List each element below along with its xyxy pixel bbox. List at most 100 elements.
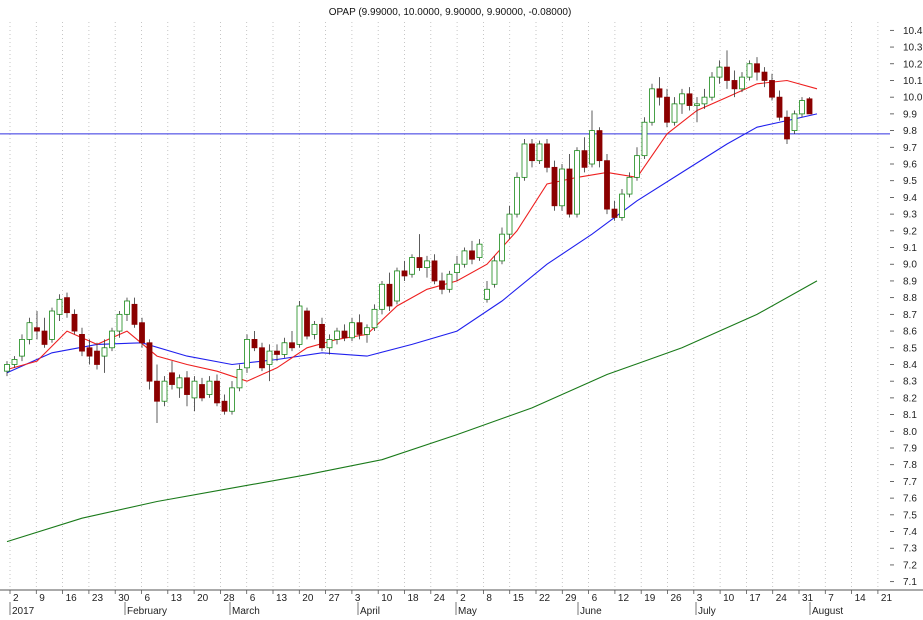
candle-body [274,350,280,355]
x-tick-label: 28 [223,593,235,604]
candle-body [596,130,603,162]
x-month-label: July [698,606,716,617]
x-tick-label: 27 [329,593,341,604]
y-tick-label: 9.3 [903,210,917,221]
candle-body [281,342,288,355]
candle-body [191,380,198,399]
candle [664,88,670,128]
candle-body [424,260,430,268]
candle-body [79,333,85,352]
candle [311,321,318,340]
candle [506,205,513,240]
candle [199,377,205,402]
x-tick-label: 20 [197,593,209,604]
candle-body [401,270,408,277]
candle-body [146,342,153,382]
candle-body [184,377,190,395]
candle-body [649,88,655,123]
candle-body [236,369,243,389]
x-tick-label: 22 [539,593,551,604]
candle [214,374,220,407]
candle [86,339,93,365]
candle-body [154,380,160,402]
candle-body [701,96,708,105]
candle-body [761,71,768,81]
candle-body [559,168,565,207]
candle [709,72,715,101]
candle [64,292,70,318]
candle [431,254,438,285]
candle-body [544,143,550,168]
x-tick-label: 13 [276,593,288,604]
candle-body [176,377,183,389]
candle-body [86,347,93,357]
candle [394,267,400,305]
candle [776,90,783,121]
candle [791,110,798,134]
x-tick-label: 23 [92,593,104,604]
y-tick-label: 10.1 [903,76,923,87]
candle [619,189,625,221]
y-axis: 10.4 10.3 10.2 10.1 10.0 9.9 9.8 9.7 9.6 9.5 9.4 9.… [890,26,923,588]
candle-body [686,93,693,106]
candle [416,234,423,271]
candle-body [56,298,63,315]
candle [71,309,78,335]
candle-body [574,150,580,215]
candle-body [221,400,228,412]
candle-body [394,270,400,302]
y-tick-label: 9.8 [903,126,917,137]
y-tick-label: 9.0 [903,260,917,271]
x-tick-label: 31 [802,593,814,604]
candle [244,334,250,373]
x-tick-label: 21 [881,593,893,604]
candle-body [64,297,70,314]
x-tick-label: 26 [671,593,683,604]
candle-body [619,193,625,218]
candle [454,255,460,281]
candle [799,97,805,118]
candle [574,147,580,218]
candle-body [514,176,520,215]
candle-body [169,372,175,385]
y-tick-label: 7.4 [903,527,917,538]
candle [686,87,693,111]
candle-body [109,330,115,349]
candle-body [746,63,753,78]
candle [446,270,453,293]
candle [761,67,768,88]
candle [116,311,123,338]
candle [499,227,505,265]
x-tick-label: 15 [513,593,525,604]
y-tick-label: 10.4 [903,26,923,37]
x-tick-label: 20 [302,593,314,604]
y-tick-label: 8.9 [903,276,917,287]
y-tick-label: 7.7 [903,477,917,488]
candle [154,364,160,423]
candle [259,342,265,372]
candle-body [446,273,453,290]
candle [491,255,498,288]
candle [581,137,588,173]
candle-body [454,263,460,273]
candle [641,117,648,159]
x-month-label: May [458,606,477,617]
candle [386,272,393,312]
x-month-label: March [232,606,260,617]
candle-body [364,327,370,335]
candle-body [229,387,235,412]
candle-body [754,63,760,73]
y-tick-label: 8.2 [903,393,917,404]
candle [469,240,475,265]
candle [514,172,520,218]
candle-body [131,303,138,325]
y-tick-label: 8.0 [903,427,917,438]
x-tick-label: 12 [618,593,630,604]
candle-body [551,166,558,207]
candle [229,381,235,415]
candle-body [604,160,610,210]
x-tick-label: 8 [486,593,492,604]
candle-body [101,347,108,357]
candle-body [11,359,18,365]
y-tick-label: 7.5 [903,510,917,521]
